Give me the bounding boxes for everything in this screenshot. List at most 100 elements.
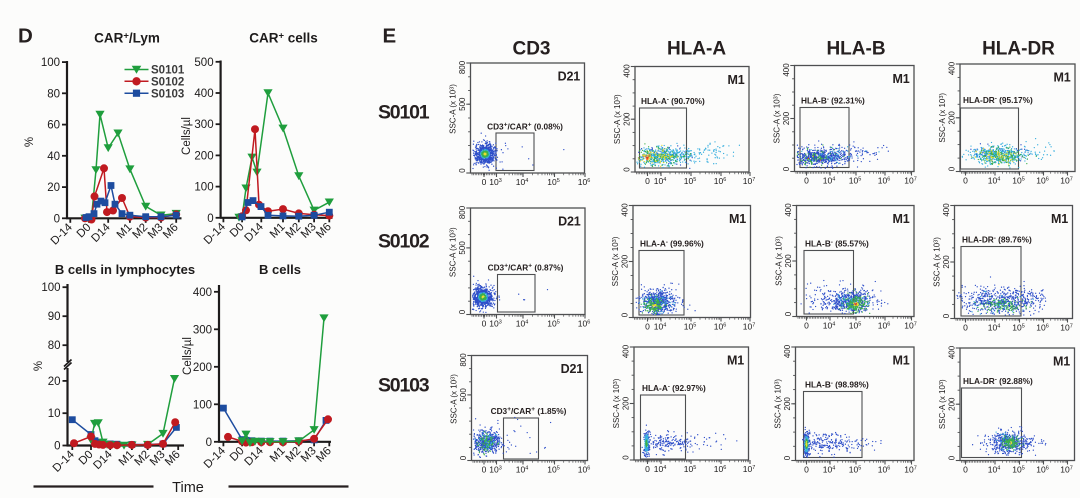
svg-text:M1: M1 bbox=[893, 212, 910, 226]
svg-text:D: D bbox=[18, 25, 33, 48]
svg-text:20: 20 bbox=[47, 182, 60, 194]
svg-text:B cells in lymphocytes: B cells in lymphocytes bbox=[55, 262, 195, 277]
svg-text:400: 400 bbox=[622, 344, 631, 358]
svg-text:SSC-A (x 103): SSC-A (x 103) bbox=[774, 379, 783, 429]
svg-text:SSC-A (x 103): SSC-A (x 103) bbox=[938, 379, 947, 429]
svg-text:104: 104 bbox=[516, 177, 529, 187]
svg-text:106: 106 bbox=[578, 177, 591, 187]
svg-text:0: 0 bbox=[54, 213, 60, 225]
svg-text:0: 0 bbox=[458, 168, 467, 173]
svg-text:100: 100 bbox=[41, 282, 60, 294]
svg-text:104: 104 bbox=[988, 176, 1001, 186]
svg-text:M1: M1 bbox=[727, 354, 744, 368]
svg-text:105: 105 bbox=[684, 322, 697, 332]
svg-text:0: 0 bbox=[804, 465, 809, 475]
svg-text:Time: Time bbox=[172, 480, 204, 496]
svg-text:107: 107 bbox=[904, 176, 917, 186]
svg-text:0: 0 bbox=[783, 455, 792, 460]
svg-text:200: 200 bbox=[783, 397, 792, 411]
svg-text:60: 60 bbox=[47, 120, 60, 132]
svg-text:500: 500 bbox=[194, 57, 213, 69]
svg-text:SSC-A (x 103): SSC-A (x 103) bbox=[773, 93, 782, 143]
svg-text:S0103: S0103 bbox=[378, 375, 430, 397]
svg-text:CAR+/Lym: CAR+/Lym bbox=[94, 31, 160, 46]
svg-text:M1: M1 bbox=[729, 212, 746, 226]
svg-text:107: 107 bbox=[743, 464, 756, 474]
svg-text:0: 0 bbox=[623, 167, 632, 172]
svg-text:400: 400 bbox=[942, 203, 951, 217]
svg-text:%: % bbox=[24, 137, 36, 147]
svg-text:HLA-B- (92.31%): HLA-B- (92.31%) bbox=[801, 96, 865, 106]
svg-text:107: 107 bbox=[743, 176, 756, 186]
svg-text:D21: D21 bbox=[558, 215, 581, 229]
svg-text:S0103: S0103 bbox=[151, 88, 184, 100]
svg-text:500: 500 bbox=[458, 97, 467, 111]
svg-text:104: 104 bbox=[988, 323, 1001, 333]
svg-text:107: 107 bbox=[1060, 323, 1073, 333]
svg-text:106: 106 bbox=[878, 465, 891, 475]
svg-text:104: 104 bbox=[654, 322, 667, 332]
svg-text:S0101: S0101 bbox=[378, 102, 430, 124]
svg-text:105: 105 bbox=[849, 321, 862, 331]
svg-text:106: 106 bbox=[578, 465, 591, 475]
svg-text:106: 106 bbox=[1036, 323, 1049, 333]
svg-text:HLA-DR- (92.88%): HLA-DR- (92.88%) bbox=[963, 376, 1033, 386]
svg-text:105: 105 bbox=[547, 177, 560, 187]
svg-text:80: 80 bbox=[47, 88, 60, 100]
svg-text:0: 0 bbox=[458, 309, 467, 314]
svg-text:100: 100 bbox=[193, 399, 212, 411]
svg-text:SSC-A (x 103): SSC-A (x 103) bbox=[611, 236, 620, 286]
svg-text:200: 200 bbox=[948, 111, 957, 125]
svg-text:0: 0 bbox=[482, 177, 487, 187]
svg-text:0: 0 bbox=[963, 176, 968, 186]
svg-text:106: 106 bbox=[578, 319, 591, 329]
svg-text:CD3+/CAR+ (0.87%): CD3+/CAR+ (0.87%) bbox=[488, 263, 564, 273]
svg-text:400: 400 bbox=[194, 88, 213, 100]
svg-text:104: 104 bbox=[516, 465, 529, 475]
svg-text:SSC-A (x 103): SSC-A (x 103) bbox=[450, 374, 459, 424]
svg-text:107: 107 bbox=[904, 321, 917, 331]
svg-text:800: 800 bbox=[459, 353, 468, 367]
svg-text:M1: M1 bbox=[893, 354, 910, 368]
svg-text:300: 300 bbox=[194, 119, 213, 131]
svg-text:0: 0 bbox=[482, 319, 487, 329]
svg-text:0: 0 bbox=[54, 441, 60, 453]
svg-text:500: 500 bbox=[458, 241, 467, 255]
svg-text:800: 800 bbox=[458, 60, 467, 74]
svg-text:106: 106 bbox=[1036, 465, 1049, 475]
svg-text:100: 100 bbox=[194, 182, 213, 194]
svg-text:105: 105 bbox=[849, 465, 862, 475]
svg-text:M1: M1 bbox=[1054, 71, 1071, 85]
svg-text:103: 103 bbox=[489, 465, 502, 475]
svg-text:107: 107 bbox=[904, 465, 917, 475]
svg-text:400: 400 bbox=[784, 203, 793, 217]
svg-text:HLA-DR: HLA-DR bbox=[982, 39, 1055, 60]
svg-text:104: 104 bbox=[823, 176, 836, 186]
svg-text:HLA-A- (99.96%): HLA-A- (99.96%) bbox=[640, 239, 704, 249]
svg-text:105: 105 bbox=[547, 319, 560, 329]
svg-text:200: 200 bbox=[193, 362, 212, 374]
svg-text:105: 105 bbox=[1012, 176, 1025, 186]
svg-text:105: 105 bbox=[1012, 465, 1025, 475]
svg-text:105: 105 bbox=[1012, 323, 1025, 333]
svg-text:HLA-A: HLA-A bbox=[667, 39, 726, 60]
svg-text:0: 0 bbox=[206, 437, 212, 449]
svg-text:0: 0 bbox=[645, 322, 650, 332]
svg-text:106: 106 bbox=[714, 176, 727, 186]
svg-text:800: 800 bbox=[458, 205, 467, 219]
svg-text:200: 200 bbox=[948, 397, 957, 411]
svg-text:M1: M1 bbox=[1053, 355, 1070, 369]
svg-text:106: 106 bbox=[714, 464, 727, 474]
svg-text:HLA-B- (98.98%): HLA-B- (98.98%) bbox=[805, 380, 869, 390]
svg-text:0: 0 bbox=[948, 455, 957, 460]
svg-text:M1: M1 bbox=[728, 73, 745, 87]
svg-text:S0102: S0102 bbox=[151, 77, 184, 89]
svg-text:0: 0 bbox=[784, 311, 793, 316]
svg-text:200: 200 bbox=[622, 396, 631, 410]
svg-text:107: 107 bbox=[743, 322, 756, 332]
svg-text:0: 0 bbox=[645, 464, 650, 474]
svg-text:400: 400 bbox=[948, 345, 957, 359]
svg-text:105: 105 bbox=[684, 464, 697, 474]
svg-text:M1: M1 bbox=[1051, 212, 1068, 226]
svg-text:B cells: B cells bbox=[259, 262, 301, 277]
